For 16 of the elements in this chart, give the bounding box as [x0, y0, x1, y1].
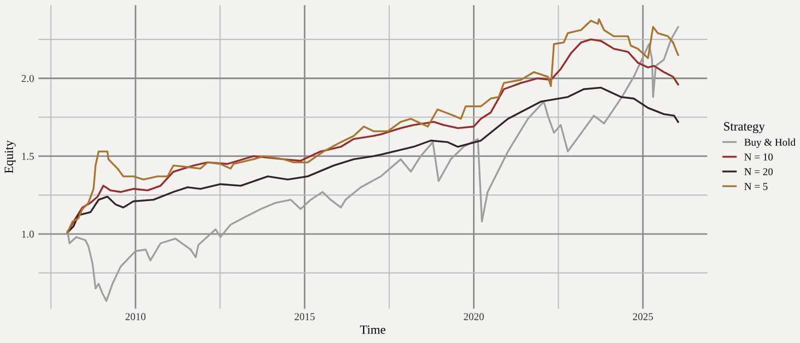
legend-title: Strategy	[724, 122, 765, 134]
y-tick-label: 1.5	[22, 152, 34, 160]
legend-label: N = 5	[744, 183, 768, 190]
line-series	[66, 26, 680, 302]
y-axis-title: Equity	[4, 140, 16, 174]
x-axis-title: Time	[360, 325, 386, 334]
legend-label: N = 20	[744, 168, 773, 176]
legend-label: N = 10	[744, 153, 773, 161]
y-tick-label: 1.0	[22, 230, 34, 238]
x-tick-label: 2015	[294, 313, 315, 320]
x-tick-label: 2025	[632, 313, 653, 320]
x-tick-label: 2010	[126, 313, 146, 320]
legend-label: Buy & Hold	[744, 138, 796, 148]
y-tick-label: 2.0	[22, 74, 34, 82]
x-tick-label: 2020	[464, 313, 484, 320]
line-series	[66, 86, 680, 234]
